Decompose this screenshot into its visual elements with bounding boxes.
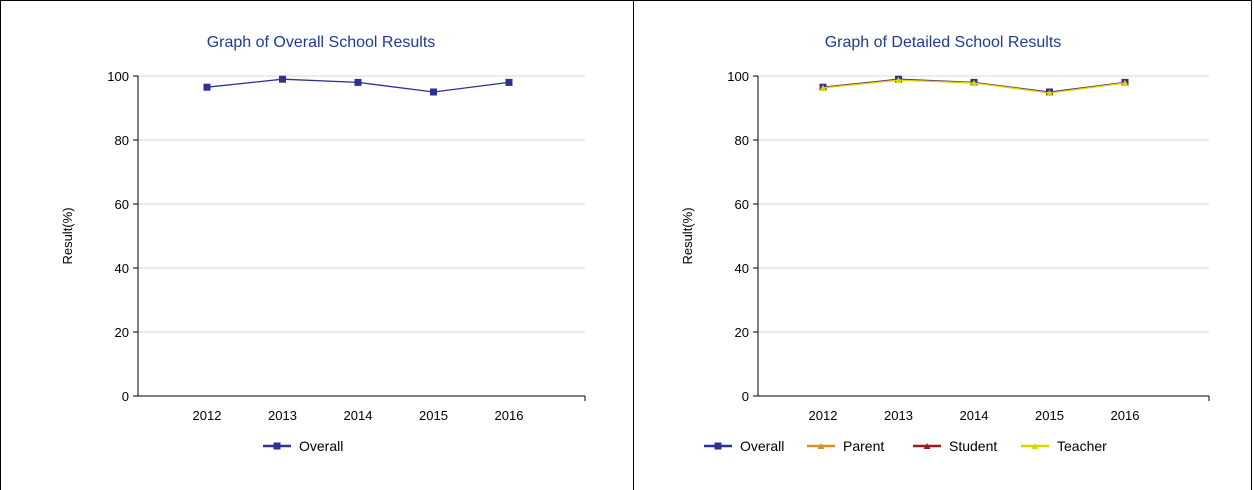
detailed-results-chart: Graph of Detailed School Results 0 20 40 60 8… — [680, 34, 1210, 454]
y-tick-label: 20 — [115, 325, 129, 340]
overall-results-chart: Graph of Overall School Results 0 20 40 60 80… — [60, 34, 586, 454]
legend-marker-overall — [714, 442, 722, 450]
x-tick-label: 2012 — [809, 408, 838, 423]
y-tick-label: 60 — [115, 197, 129, 212]
data-point-overall — [430, 88, 437, 96]
legend-label-parent: Parent — [843, 438, 884, 454]
legend-label-overall: Overall — [740, 438, 784, 454]
x-tick-label: 2016 — [1111, 408, 1140, 423]
y-tick-label: 0 — [122, 389, 129, 404]
chart-panel-overall: Graph of Overall School Results 0 20 40 60 80… — [60, 34, 586, 454]
data-point-teacher — [1121, 80, 1129, 87]
legend-label-student: Student — [949, 438, 997, 454]
legend-marker-student — [923, 443, 931, 449]
data-point-overall — [203, 83, 211, 91]
y-tick-label: 100 — [107, 69, 129, 84]
y-axis-label: Result(%) — [60, 207, 75, 264]
legend-marker-parent — [817, 443, 825, 449]
panel-divider — [633, 0, 634, 490]
y-tick-label: 0 — [742, 389, 749, 404]
x-tick-label: 2015 — [419, 408, 448, 423]
y-tick-label: 20 — [735, 325, 749, 340]
x-tick-label: 2013 — [884, 408, 913, 423]
legend-label-teacher: Teacher — [1057, 438, 1107, 454]
data-point-overall — [505, 78, 513, 86]
legend-label-overall: Overall — [299, 438, 343, 454]
x-tick-label: 2012 — [193, 408, 222, 423]
data-point-teacher — [1046, 89, 1053, 96]
data-point-overall — [279, 75, 286, 83]
legend-marker-overall — [273, 442, 281, 450]
chart-title: Graph of Overall School Results — [207, 34, 436, 51]
y-tick-label: 60 — [735, 197, 749, 212]
chart-title: Graph of Detailed School Results — [825, 34, 1062, 51]
legend-marker-teacher — [1031, 443, 1039, 449]
y-tick-label: 80 — [115, 133, 129, 148]
data-point-teacher — [819, 84, 827, 91]
y-axis-label: Result(%) — [680, 207, 695, 264]
x-tick-label: 2014 — [344, 408, 373, 423]
data-point-overall — [354, 78, 362, 86]
x-tick-label: 2015 — [1035, 408, 1064, 423]
x-tick-label: 2014 — [960, 408, 989, 423]
y-tick-label: 40 — [735, 261, 749, 276]
y-tick-label: 40 — [115, 261, 129, 276]
data-point-teacher — [970, 80, 978, 87]
x-tick-label: 2013 — [268, 408, 297, 423]
y-tick-label: 80 — [735, 133, 749, 148]
data-point-teacher — [895, 77, 902, 84]
x-tick-label: 2016 — [495, 408, 524, 423]
chart-panel-detailed: Graph of Detailed School Results 0 20 40 60 8… — [634, 0, 1252, 490]
y-tick-label: 100 — [727, 69, 749, 84]
